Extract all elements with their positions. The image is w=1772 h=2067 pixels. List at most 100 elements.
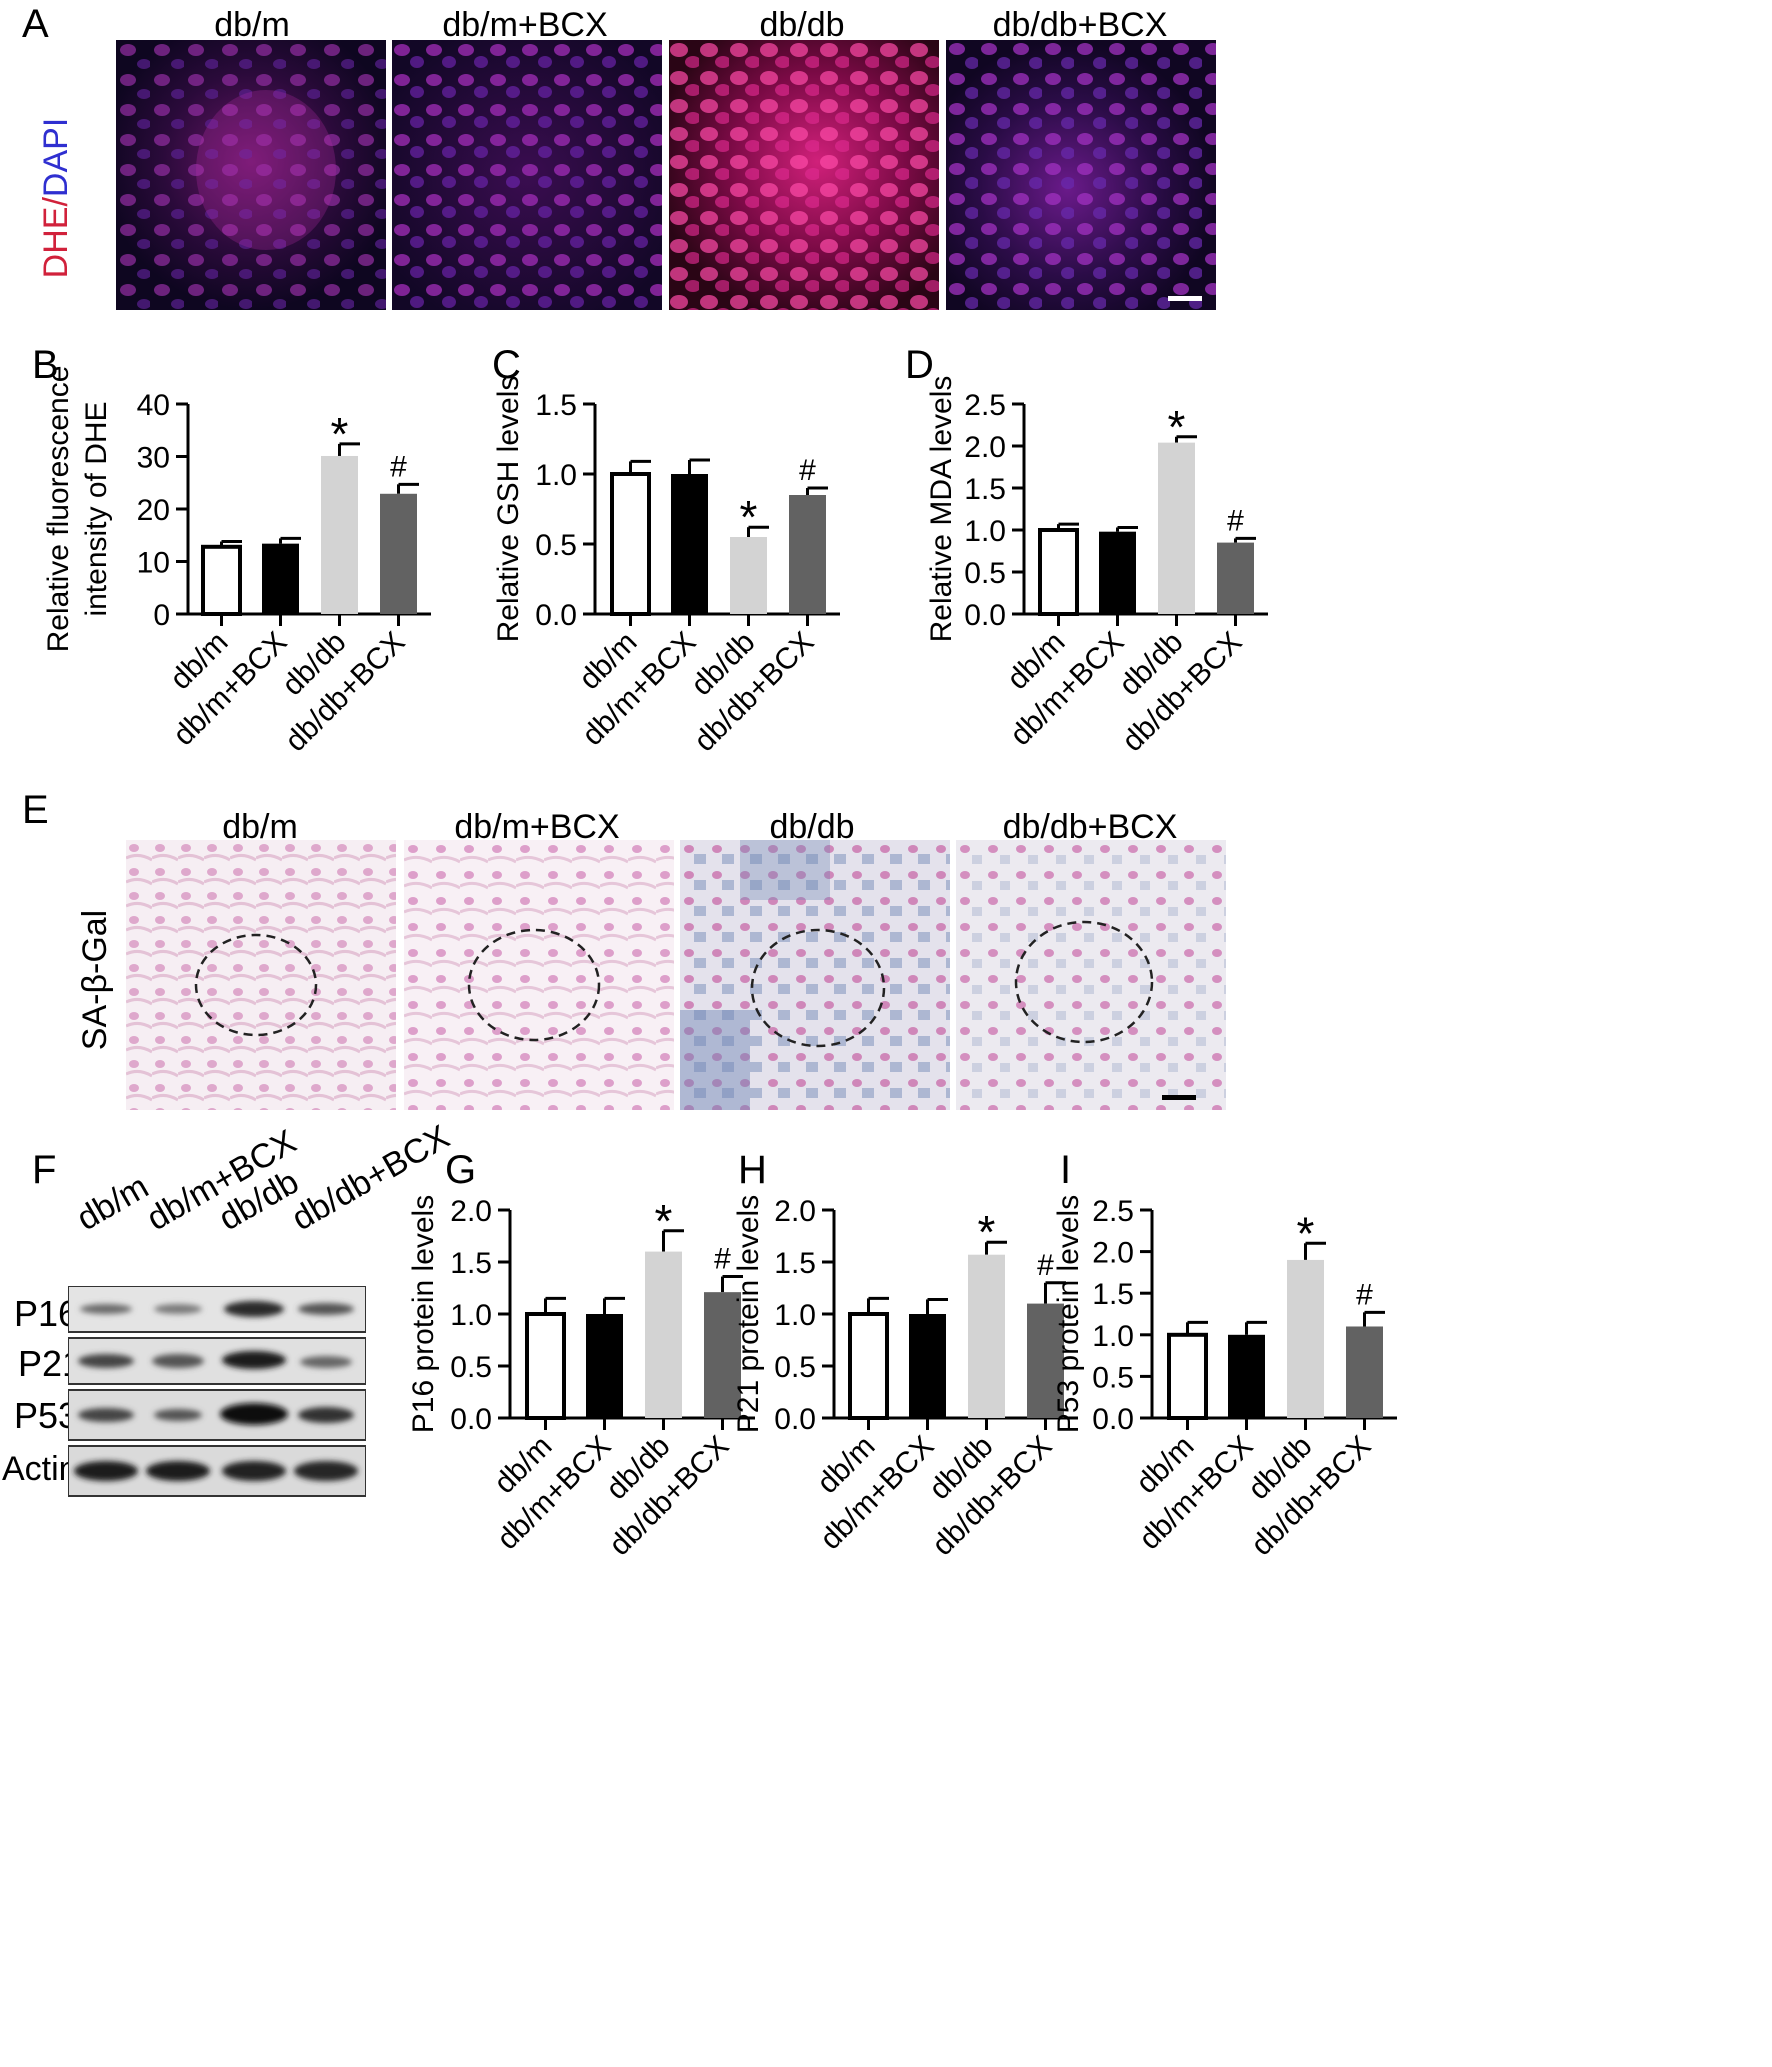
dhe-dapi-micrograph-db-db (669, 40, 939, 310)
chart-G-bar-1 (525, 1312, 566, 1420)
sa-beta-gal-micrograph-db-m (126, 840, 396, 1110)
chart-I-significance-3: * (1297, 1207, 1315, 1259)
chart-I-bar-2 (1228, 1334, 1265, 1418)
chart-B-bar-4 (380, 493, 417, 614)
dhe-dapi-micrograph-db-db-bcx (946, 40, 1216, 310)
dhe-dapi-micrograph-db-m-bcx (392, 40, 662, 310)
panel-e-group-label-4: db/db+BCX (1002, 808, 1178, 846)
chart-D-bar-3 (1158, 442, 1195, 614)
blot-band (154, 1304, 202, 1314)
sa-beta-gal-micrograph-db-m-bcx (404, 840, 674, 1110)
chart-D-significance-4: # (1227, 504, 1244, 537)
chart-G-y-axis-label: P16 protein levels (407, 1195, 440, 1433)
dhe-dapi-micrograph-db-m (116, 40, 386, 310)
chart-C-significance-3: * (740, 491, 758, 543)
chart-B-y-tick-label: 30 (137, 442, 170, 475)
chart-H-bar-1 (848, 1312, 889, 1420)
panel-label-f: F (32, 1148, 57, 1192)
chart-I-bar-4 (1346, 1326, 1383, 1418)
blot-band (298, 1407, 354, 1423)
chart-C-bar-3 (730, 537, 767, 614)
blot-band (222, 1351, 286, 1369)
blot-band (78, 1408, 134, 1422)
chart-I-y-tick-label: 0.5 (1092, 1361, 1134, 1394)
chart-C-significance-4: # (799, 454, 816, 487)
chart-G-y-tick-label: 1.5 (450, 1247, 492, 1280)
sa-beta-gal-micrograph-db-db-bcx (956, 840, 1226, 1110)
chart-G-bar-2 (586, 1314, 623, 1418)
chart-H-bar-4 (1027, 1303, 1064, 1418)
chart-D-bar-2 (1099, 531, 1136, 614)
blot-band (220, 1403, 288, 1425)
sa-beta-gal-stain-label: SA-β-Gal (76, 909, 114, 1051)
panel-e-group-label-2: db/m+BCX (454, 808, 620, 846)
western-blot-image (68, 1286, 366, 1497)
blot-band (146, 1461, 210, 1481)
chart-G-y-tick-label: 0.0 (450, 1403, 492, 1436)
chart-B-y-axis-label-line2: intensity of DHE (80, 401, 113, 616)
panel-a-group-label-4: db/db+BCX (992, 6, 1168, 44)
chart-D-y-tick-label: 1.0 (964, 515, 1006, 548)
panel-label-c: C (492, 343, 521, 387)
sa-beta-gal-micrograph-db-db (680, 840, 950, 1110)
chart-H-significance-3: * (978, 1206, 996, 1258)
panel-a-group-label-2: db/m+BCX (442, 6, 608, 44)
panel-label-h: H (738, 1148, 767, 1192)
chart-G-significance-3: * (655, 1195, 673, 1247)
chart-G-y-tick-label: 0.5 (450, 1351, 492, 1384)
chart-I-bar-1 (1167, 1332, 1208, 1421)
chart-I-y-axis-label: P53 protein levels (1052, 1195, 1085, 1433)
chart-B-bar-3 (321, 455, 358, 614)
chart-C-y-axis-label: Relative GSH levels (492, 376, 525, 643)
chart-C-y-tick-label: 0.0 (535, 599, 577, 632)
blot-protein-label-actin: Actin (2, 1450, 78, 1488)
panel-a-group-label-3: db/db (759, 6, 845, 44)
chart-C-bar-4 (789, 495, 826, 614)
chart-G-y-tick-label: 2.0 (450, 1195, 492, 1228)
chart-H-bar-2 (909, 1314, 946, 1418)
chart-H-y-axis-label: P21 protein levels (732, 1195, 765, 1433)
chart-I-bar-3 (1287, 1259, 1324, 1418)
chart-C-bar-1 (610, 472, 651, 616)
panel-label-i: I (1060, 1148, 1072, 1192)
chart-G-significance-4: # (714, 1243, 731, 1276)
blot-band (152, 1354, 204, 1368)
chart-B-significance-3: * (331, 408, 349, 460)
chart-H-y-tick-label: 2.0 (774, 1195, 816, 1228)
chart-C-bar-2 (671, 474, 708, 614)
panel-label-g: G (445, 1148, 477, 1192)
chart-D-y-tick-label: 0.5 (964, 557, 1006, 590)
chart-I-y-tick-label: 2.0 (1092, 1237, 1134, 1270)
blot-band (74, 1461, 138, 1481)
blot-band (224, 1301, 284, 1317)
blot-band (300, 1356, 352, 1368)
panel-a-group-label-1: db/m (214, 6, 290, 44)
chart-B-y-tick-label: 0 (153, 599, 170, 632)
chart-I-y-tick-label: 1.5 (1092, 1278, 1134, 1311)
chart-D-bar-4 (1217, 542, 1254, 614)
panel-label-a: A (22, 2, 49, 46)
chart-C-y-tick-label: 1.5 (535, 389, 577, 422)
panel-label-e: E (22, 788, 49, 832)
chart-D-y-tick-label: 1.5 (964, 473, 1006, 506)
chart-I-y-tick-label: 2.5 (1092, 1195, 1134, 1228)
blot-band (222, 1461, 286, 1481)
chart-D-significance-3: * (1168, 401, 1186, 453)
chart-G-bar-4 (704, 1292, 741, 1418)
chart-D-y-axis-label: Relative MDA levels (925, 376, 958, 643)
scale-bar (1168, 296, 1202, 301)
chart-C-y-tick-label: 1.0 (535, 459, 577, 492)
blot-band (80, 1304, 132, 1314)
chart-I-y-tick-label: 1.0 (1092, 1320, 1134, 1353)
chart-H-y-tick-label: 0.0 (774, 1403, 816, 1436)
panel-label-b: B (32, 343, 59, 387)
chart-H-y-tick-label: 0.5 (774, 1351, 816, 1384)
chart-H-significance-4: # (1037, 1249, 1054, 1282)
chart-B-y-tick-label: 10 (137, 547, 170, 580)
chart-D-y-tick-label: 2.0 (964, 431, 1006, 464)
chart-H-bar-3 (968, 1254, 1005, 1418)
chart-I-significance-4: # (1356, 1278, 1373, 1311)
chart-H-y-tick-label: 1.5 (774, 1247, 816, 1280)
blot-band (78, 1354, 134, 1368)
